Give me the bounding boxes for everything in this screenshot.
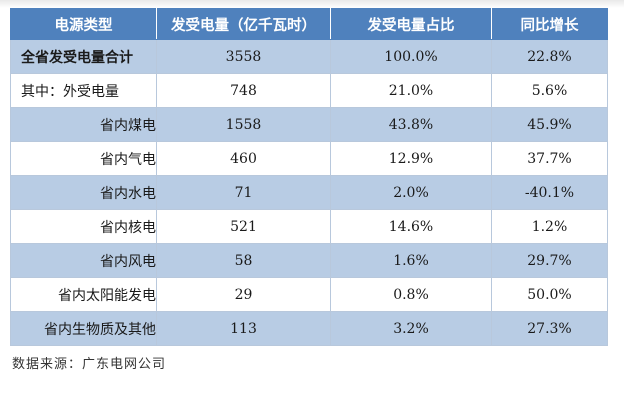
header-power-type: 电源类型 — [10, 8, 157, 40]
row-name: 省内煤电 — [10, 107, 157, 142]
table-row: 全省发受电量合计 3558 100.0% 22.8% — [10, 39, 608, 74]
row-energy: 58 — [156, 243, 331, 278]
row-name: 省内风电 — [10, 243, 157, 278]
table-row: 省内风电 58 1.6% 29.7% — [10, 243, 608, 278]
row-growth: 45.9% — [491, 107, 608, 142]
row-name: 省内气电 — [10, 141, 157, 176]
row-share: 14.6% — [330, 209, 492, 244]
row-growth: 37.7% — [491, 141, 608, 176]
row-growth: 29.7% — [491, 243, 608, 278]
data-source-note: 数据来源：广东电网公司 — [12, 357, 167, 372]
row-name: 省内生物质及其他 — [10, 311, 157, 346]
row-energy: 71 — [156, 175, 331, 210]
row-energy: 460 — [156, 141, 331, 176]
row-share: 100.0% — [330, 39, 492, 74]
row-energy: 113 — [156, 311, 331, 346]
row-energy: 29 — [156, 277, 331, 312]
row-growth: 5.6% — [491, 73, 608, 108]
row-name: 全省发受电量合计 — [10, 39, 157, 74]
row-energy: 1558 — [156, 107, 331, 142]
table-header-row: 电源类型 发受电量（亿千瓦时） 发受电量占比 同比增长 — [10, 8, 608, 40]
row-share: 1.6% — [330, 243, 492, 278]
header-energy: 发受电量（亿千瓦时） — [156, 8, 331, 40]
row-name: 省内核电 — [10, 209, 157, 244]
row-name: 省内太阳能发电 — [10, 277, 157, 312]
header-share: 发受电量占比 — [330, 8, 492, 40]
table-row: 省内煤电 1558 43.8% 45.9% — [10, 107, 608, 142]
top-cropped-edge — [0, 0, 624, 8]
row-name: 省内水电 — [10, 175, 157, 210]
table-row: 省内核电 521 14.6% 1.2% — [10, 209, 608, 244]
row-growth: 22.8% — [491, 39, 608, 74]
row-growth: 50.0% — [491, 277, 608, 312]
row-growth: 1.2% — [491, 209, 608, 244]
row-name: 其中：外受电量 — [10, 73, 157, 108]
table-row: 其中：外受电量 748 21.0% 5.6% — [10, 73, 608, 108]
row-growth: 27.3% — [491, 311, 608, 346]
row-energy: 748 — [156, 73, 331, 108]
row-share: 43.8% — [330, 107, 492, 142]
row-share: 21.0% — [330, 73, 492, 108]
row-growth: -40.1% — [491, 175, 608, 210]
row-share: 3.2% — [330, 311, 492, 346]
row-energy: 3558 — [156, 39, 331, 74]
table-row: 省内太阳能发电 29 0.8% 50.0% — [10, 277, 608, 312]
table-row: 省内生物质及其他 113 3.2% 27.3% — [10, 311, 608, 346]
header-growth: 同比增长 — [491, 8, 608, 40]
row-share: 12.9% — [330, 141, 492, 176]
table-row: 省内水电 71 2.0% -40.1% — [10, 175, 608, 210]
row-share: 2.0% — [330, 175, 492, 210]
power-generation-table: 电源类型 发受电量（亿千瓦时） 发受电量占比 同比增长 全省发受电量合计 355… — [10, 8, 608, 346]
table-row: 省内气电 460 12.9% 37.7% — [10, 141, 608, 176]
row-share: 0.8% — [330, 277, 492, 312]
row-energy: 521 — [156, 209, 331, 244]
